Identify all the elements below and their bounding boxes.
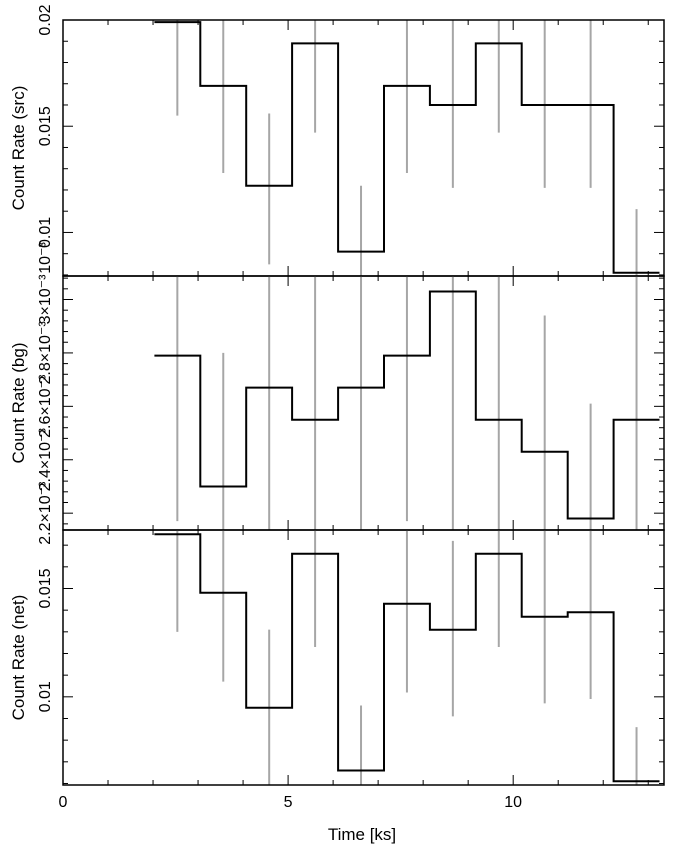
step-series-line <box>154 290 660 520</box>
y-tick-label: 2.6×10⁻³ <box>37 374 54 438</box>
x-tick-label: 10 <box>504 794 522 811</box>
step-series-line <box>154 21 660 274</box>
x-axis-title: Time [ks] <box>328 825 396 844</box>
x-tick-label: 5 <box>284 794 293 811</box>
y-tick-label: 0.02 <box>37 4 54 35</box>
y-tick-label: 2.8×10⁻³ <box>37 321 54 385</box>
y-axis-title: Count Rate (net) <box>9 595 28 721</box>
panel-3: 0.01 0.015 Count Rate (net) <box>9 529 665 786</box>
y-tick-label: 3×10⁻³ <box>37 274 54 324</box>
y-tick-label: 2.2×10⁻³ <box>37 481 54 545</box>
y-tick-label: 0.01 <box>37 681 54 712</box>
panel-2: 2.2×10⁻³2.4×10⁻³2.6×10⁻³2.8×10⁻³3×10⁻³ Co… <box>9 274 665 545</box>
step-series-line <box>154 533 660 783</box>
panel-frame <box>62 275 665 531</box>
y-tick-label: 0.015 <box>37 106 54 146</box>
panel-1: 0.01 0.015 0.02 10⁻³ Count Rate (src) <box>9 4 665 277</box>
x-tick-label: 0 <box>59 794 68 811</box>
panel-frame <box>62 19 665 277</box>
y-tick-label: 0.01 <box>37 217 54 248</box>
y-axis-title: Count Rate (bg) <box>9 343 28 464</box>
panel-frame <box>62 529 665 786</box>
y-exponent-label: 10⁻³ <box>37 242 54 274</box>
y-axis-title: Count Rate (src) <box>9 86 28 211</box>
y-tick-label: 0.015 <box>37 568 54 608</box>
y-tick-label: 2.4×10⁻³ <box>37 428 54 492</box>
